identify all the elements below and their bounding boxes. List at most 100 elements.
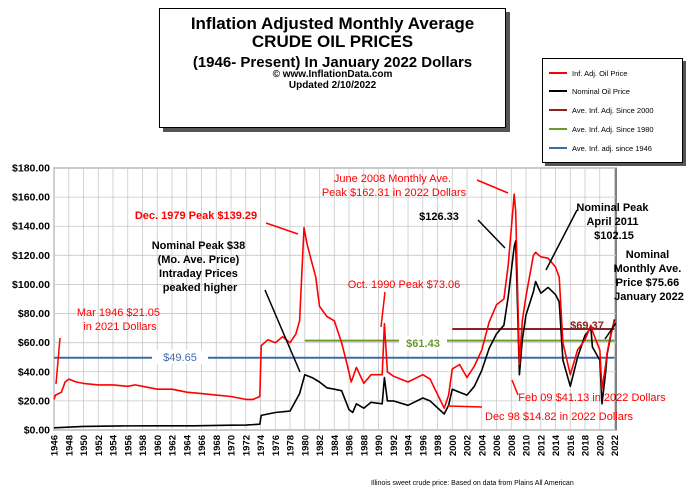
axis-layer: $0.00 $20.00 $40.00 $60.00 $80.00 $100.00 $120… [12, 163, 621, 457]
arrow-nom2008 [477, 219, 506, 249]
arrow-nominal1980 [264, 289, 301, 373]
x-tick-label: 1956 [123, 435, 134, 456]
x-tick-label: 1970 [227, 435, 238, 456]
annotation-dec98: Dec 98 $14.82 in 2022 Dollars [485, 411, 633, 423]
y-tick-label: $40.00 [18, 366, 50, 378]
annotation-layer: Mar 1946 $21.05 in 2021 Dollars Dec. 197… [55, 173, 685, 423]
x-tick-label: 1972 [241, 435, 252, 456]
arrow-feb09 [511, 379, 519, 396]
x-tick-label: 2010 [522, 435, 533, 456]
title-line-2: CRUDE OIL PRICES [251, 31, 414, 51]
title-line-4: © www.InflationData.com [272, 69, 393, 81]
x-tick-label: 1980 [300, 435, 311, 456]
source-note: Illinois sweet crude price: Based on dat… [371, 480, 574, 487]
legend-item-avg1946: Ave. Inf. adj. since 1946 [549, 141, 652, 155]
x-tick-label: 1992 [389, 435, 400, 456]
x-tick-label: 1990 [374, 435, 385, 456]
annotation-nominal1980: Nominal Peak $38 (Mo. Ave. Price) Intrad… [152, 240, 249, 294]
legend-label-avg2000: Ave. Inf. Adj. Since 2000 [572, 105, 654, 115]
y-tick-label: $160.00 [12, 192, 50, 204]
legend-item-avg2000: Ave. Inf. Adj. Since 2000 [549, 103, 654, 117]
title-line-1: Inflation Adjusted Monthly Average [190, 14, 475, 33]
x-tick-label: 1998 [433, 435, 444, 456]
legend-swatch-inf-adj [549, 72, 567, 74]
annotation-jan2022: Nominal Monthly Ave. Price $75.66 Januar… [614, 249, 685, 303]
legend-label-inf-adj: Inf. Adj. Oil Price [572, 68, 628, 78]
x-tick-label: 1962 [168, 435, 179, 456]
series-line-nominal-oil-price [53, 240, 616, 429]
avg1980-label-bg [399, 336, 447, 350]
y-tick-label: $20.00 [18, 395, 50, 407]
y-tick-label: $120.00 [12, 250, 50, 262]
x-tick-label: 1978 [286, 435, 297, 456]
x-tick-label: 2020 [595, 435, 606, 456]
title-line-3: (1946- Present) In January 2022 Dollars [192, 53, 473, 71]
y-tick-label: $80.00 [18, 308, 50, 320]
annotation-apr2011: Nominal Peak April 2011 $102.15 [576, 202, 651, 242]
legend-swatch-avg1946 [549, 147, 567, 149]
x-tick-label: 1974 [256, 434, 267, 456]
x-tick-label: 2004 [477, 434, 488, 456]
x-tick-label: 2022 [610, 435, 621, 456]
arrow-apr2011 [545, 209, 578, 271]
x-tick-label: 1976 [271, 435, 282, 456]
avg1946-label-bg [152, 350, 208, 364]
annotation-nom2008: $126.33 [419, 211, 459, 223]
avg1946-label: $49.65 [163, 352, 197, 364]
x-tick-label: 1996 [418, 435, 429, 456]
x-tick-label: 2000 [448, 435, 459, 456]
title-line-5: Updated 2/10/2022 [288, 79, 377, 91]
annotation-jun2008: June 2008 Monthly Ave. Peak $162.31 in 2… [322, 173, 467, 199]
arrow-oct1990 [380, 291, 386, 328]
legend-swatch-avg1980 [549, 128, 567, 130]
x-tick-label: 1986 [345, 435, 356, 456]
arrow-mar1946 [55, 337, 61, 385]
x-tick-label: 1984 [330, 434, 341, 456]
legend-label-avg1946: Ave. Inf. adj. since 1946 [572, 143, 652, 153]
y-tick-label: $60.00 [18, 337, 50, 349]
legend-swatch-avg2000 [549, 109, 567, 111]
x-tick-label: 2006 [492, 435, 503, 456]
x-tick-label: 1960 [153, 435, 164, 456]
legend-label-avg1980: Ave. Inf. Adj. Since 1980 [572, 124, 654, 134]
y-tick-label: $0.00 [24, 425, 50, 437]
annotation-oct1990: Oct. 1990 Peak $73.06 [348, 279, 461, 291]
series-layer [53, 193, 616, 429]
x-tick-label: 1952 [94, 435, 105, 456]
x-tick-label: 2008 [507, 435, 518, 456]
legend-item-nominal: Nominal Oil Price [549, 84, 630, 98]
series-line-inf-adj-oil-price [53, 193, 616, 410]
x-tick-label: 2012 [536, 435, 547, 456]
y-tick-label: $140.00 [12, 221, 50, 233]
x-tick-label: 1994 [404, 434, 415, 456]
x-tick-label: 2018 [581, 435, 592, 456]
x-tick-label: 1954 [109, 434, 120, 456]
x-tick-label: 2014 [551, 434, 562, 456]
x-tick-label: 1964 [182, 434, 193, 456]
legend-item-inf-adj: Inf. Adj. Oil Price [549, 66, 627, 80]
x-tick-label: 1958 [138, 435, 149, 456]
x-tick-label: 2002 [463, 435, 474, 456]
arrow-jan2022 [604, 322, 617, 340]
annotation-feb09: Feb 09 $41.13 in 2022 Dollars [518, 392, 666, 404]
arrow-jun2008 [476, 179, 509, 194]
x-tick-label: 1950 [79, 435, 90, 456]
x-tick-label: 1982 [315, 435, 326, 456]
x-tick-label: 1946 [50, 435, 61, 456]
annotation-dec1979: Dec. 1979 Peak $139.29 [135, 210, 257, 222]
avg1980-label: $61.43 [406, 338, 440, 350]
legend-label-nominal: Nominal Oil Price [572, 86, 630, 96]
avg2000-label: $69.37 [570, 320, 604, 332]
y-tick-label: $180.00 [12, 163, 50, 175]
legend-swatch-nominal [549, 90, 567, 92]
x-tick-label: 2016 [566, 435, 577, 456]
x-tick-label: 1968 [212, 435, 223, 456]
arrow-dec1979 [265, 222, 299, 235]
x-tick-label: 1988 [359, 435, 370, 456]
annotation-mar1946: Mar 1946 $21.05 in 2021 Dollars [77, 307, 163, 333]
x-tick-label: 1966 [197, 435, 208, 456]
x-tick-label: 1948 [64, 435, 75, 456]
chart-legend: Inf. Adj. Oil Price Nominal Oil Price Av… [542, 58, 683, 163]
arrow-dec98 [447, 405, 483, 408]
